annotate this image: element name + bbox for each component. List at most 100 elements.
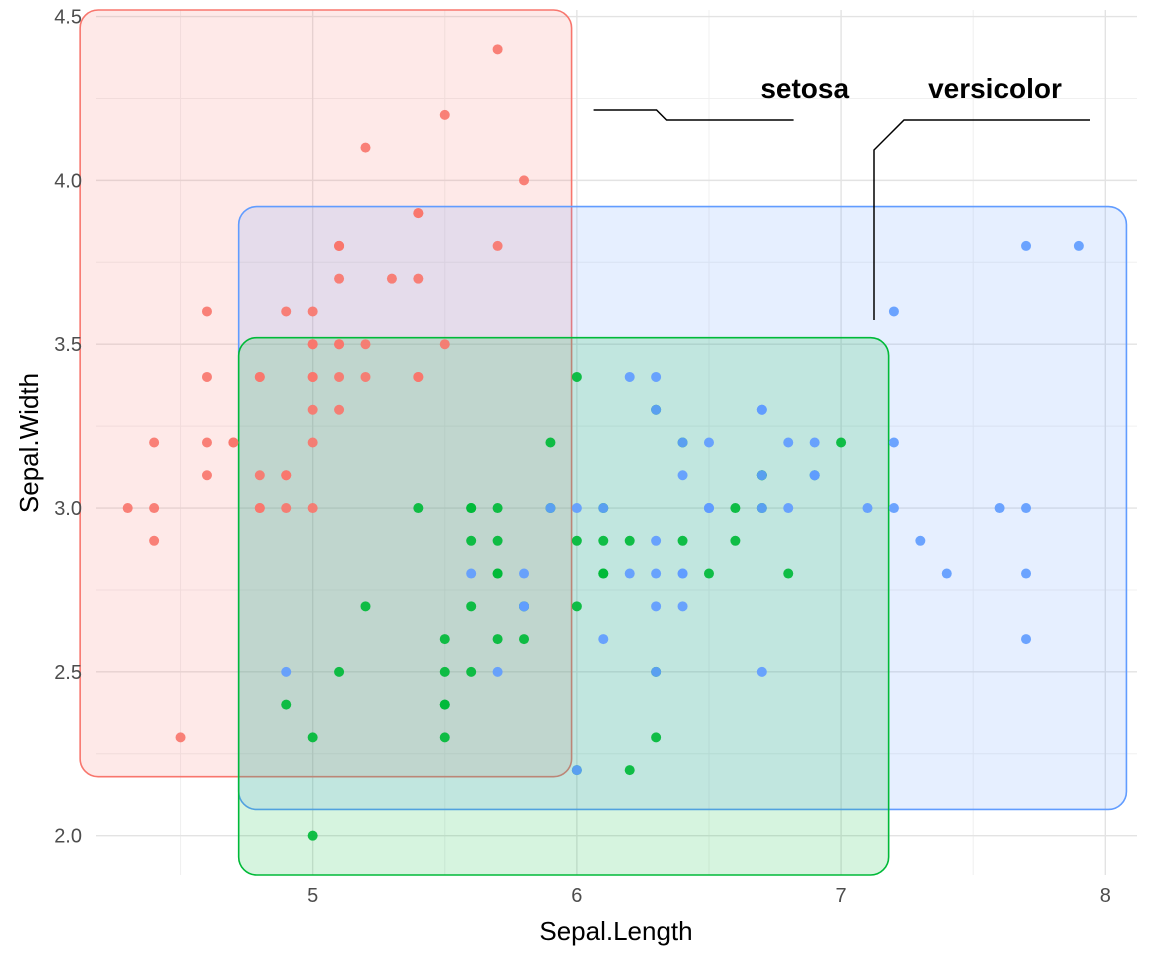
point-setosa [149,535,160,546]
point-virginica [677,601,688,612]
x-tick-label: 7 [836,885,847,907]
point-versicolor [571,371,582,382]
point-virginica [1021,634,1032,645]
point-virginica [783,437,794,448]
x-tick-label: 6 [571,885,582,907]
point-virginica [677,437,688,448]
point-virginica [677,470,688,481]
point-versicolor [360,601,371,612]
point-setosa [201,371,212,382]
point-virginica [862,503,873,514]
x-axis-title: Sepal.Length [539,916,692,946]
annotation-label-setosa: setosa [760,73,849,104]
data-points [122,44,1084,841]
point-versicolor [598,535,609,546]
point-virginica [703,437,714,448]
point-setosa [413,371,424,382]
point-versicolor [624,765,635,776]
point-virginica [1073,240,1084,251]
point-virginica [571,503,582,514]
group-boxes [79,9,1128,876]
point-setosa [492,44,503,55]
point-virginica [888,503,899,514]
point-versicolor [783,568,794,579]
y-tick-label: 4.5 [54,7,82,29]
point-setosa [519,175,530,186]
point-versicolor [598,568,609,579]
leader-line-setosa [593,109,794,121]
point-setosa [254,371,265,382]
point-virginica [466,568,477,579]
point-virginica [1021,568,1032,579]
annotations: setosa versicolor [593,73,1090,320]
point-setosa [360,371,371,382]
point-virginica [756,503,767,514]
point-setosa [149,437,160,448]
point-versicolor [651,732,662,743]
point-virginica [941,568,952,579]
point-virginica [756,404,767,415]
point-versicolor [677,535,688,546]
point-versicolor [439,666,450,677]
point-versicolor [307,830,318,841]
point-versicolor [571,535,582,546]
point-setosa [281,470,292,481]
point-setosa [281,503,292,514]
point-versicolor [492,503,503,514]
point-setosa [413,273,424,284]
point-virginica [994,503,1005,514]
point-virginica [598,503,609,514]
point-virginica [624,371,635,382]
point-setosa [334,273,345,284]
point-setosa [334,240,345,251]
point-setosa [307,503,318,514]
point-setosa [149,503,160,514]
point-versicolor [492,634,503,645]
y-axis-title: Sepal.Width [14,373,44,513]
point-setosa [201,470,212,481]
leader-line-versicolor [873,119,1090,320]
point-versicolor [519,634,530,645]
point-virginica [651,404,662,415]
point-virginica [624,568,635,579]
point-setosa [307,371,318,382]
point-versicolor [413,503,424,514]
group-box-setosa [79,9,573,778]
point-virginica [756,666,767,677]
point-versicolor [492,535,503,546]
point-versicolor [439,699,450,710]
point-setosa [413,208,424,219]
point-setosa [307,339,318,350]
point-virginica [888,306,899,317]
point-setosa [439,339,450,350]
point-setosa [334,371,345,382]
point-virginica [281,666,292,677]
point-virginica [492,666,503,677]
point-versicolor [624,535,635,546]
point-virginica [703,503,714,514]
point-virginica [519,568,530,579]
y-tick-label: 3.5 [54,334,82,356]
point-virginica [651,535,662,546]
point-virginica [677,568,688,579]
point-versicolor [307,732,318,743]
point-virginica [651,666,662,677]
point-virginica [651,371,662,382]
point-versicolor [545,437,556,448]
x-tick-label: 5 [307,885,318,907]
point-versicolor [334,666,345,677]
grid [96,10,1137,875]
point-setosa [439,109,450,120]
point-setosa [492,240,503,251]
point-virginica [519,601,530,612]
point-virginica [545,503,556,514]
point-setosa [334,339,345,350]
point-versicolor [730,503,741,514]
y-tick-label: 4.0 [54,170,82,192]
point-setosa [307,404,318,415]
axes: Sepal.Length Sepal.Width 5 6 7 8 2.0 2.5 3.0 3.… [14,7,1111,946]
point-setosa [201,306,212,317]
point-versicolor [281,699,292,710]
point-virginica [1021,240,1032,251]
